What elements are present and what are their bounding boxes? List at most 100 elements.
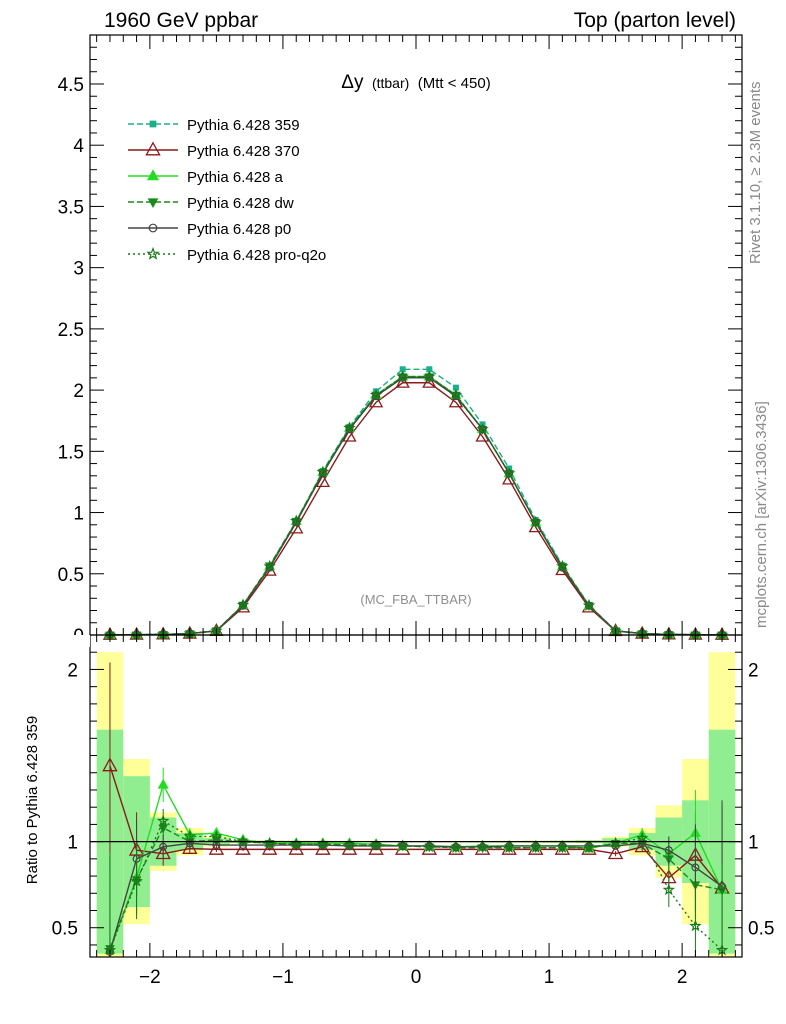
legend-marker <box>149 120 157 128</box>
main-point <box>426 366 433 373</box>
ratio-point <box>369 838 383 851</box>
side-text-top: Rivet 3.1.10, ≥ 2.3M events <box>747 82 764 265</box>
legend: Pythia 6.428 359 Pythia 6.428 370 Pythia… <box>128 117 326 264</box>
legend-marker <box>148 223 158 233</box>
legend-label-370: Pythia 6.428 370 <box>187 143 300 160</box>
main-point <box>449 388 463 401</box>
main-point <box>315 473 331 487</box>
main-point <box>399 366 406 373</box>
ratio-series-0 <box>102 662 730 957</box>
legend-label-pro-q2o: Pythia 6.428 pro-q2o <box>187 247 326 264</box>
main-point <box>372 392 381 401</box>
ratio-point <box>664 846 673 855</box>
ratio-point <box>102 757 118 772</box>
main-ytick-label: 2 <box>73 381 84 402</box>
ratio-panel-frame <box>89 634 743 958</box>
ratio-series-3 <box>105 800 727 957</box>
ratio-point <box>290 837 303 850</box>
title-main: Δy <box>341 72 364 93</box>
legend-entry-p0: Pythia 6.428 p0 <box>128 221 291 238</box>
main-point <box>292 518 301 527</box>
legend-label-359: Pythia 6.428 359 <box>187 117 300 134</box>
legend-entry-359: Pythia 6.428 359 <box>128 117 300 134</box>
main-ytick-label: 4 <box>73 136 84 157</box>
ratio-ytick-label-right: 1 <box>748 833 759 854</box>
ratio-ytick-label-right: 0.5 <box>748 919 774 940</box>
main-point <box>398 373 407 382</box>
ratio-point <box>345 841 354 850</box>
main-ytick-label: 3 <box>73 259 84 280</box>
ratio-point <box>208 840 225 855</box>
ratio-series-line <box>109 782 723 951</box>
main-point <box>265 563 274 572</box>
legend-symbol-dw <box>128 198 178 208</box>
main-point <box>318 469 327 478</box>
ratio-ytick-label-right: 2 <box>748 660 759 681</box>
legend-symbol-p0 <box>128 223 178 233</box>
main-point <box>396 370 409 382</box>
main-point <box>582 599 596 611</box>
ratio-point <box>372 841 381 850</box>
main-point <box>558 563 567 572</box>
main-point <box>451 392 460 401</box>
main-point <box>345 425 354 434</box>
ratio-series-line <box>109 842 723 953</box>
ratio-ylabel: Ratio to Pythia 6.428 359 <box>24 716 41 884</box>
main-point <box>422 374 437 388</box>
ratio-xtick-label: 0 <box>411 967 422 988</box>
legend-marker <box>147 198 159 208</box>
ratio-point <box>343 838 356 851</box>
main-point <box>316 465 330 478</box>
ratio-point <box>156 814 170 827</box>
ratio-series-1 <box>104 767 728 957</box>
legend-symbol-370 <box>128 141 178 156</box>
ratio-panel-series <box>102 662 730 957</box>
legend-symbol-359 <box>128 120 178 128</box>
main-point <box>368 394 384 408</box>
title-cut: (Mtt < 450) <box>418 75 491 92</box>
main-point <box>476 422 489 435</box>
main-point <box>290 514 303 527</box>
main-point <box>343 421 356 434</box>
main-series-line <box>109 377 723 636</box>
ratio-point <box>235 840 251 855</box>
header-right: Top (parton level) <box>574 9 736 32</box>
main-point <box>448 394 464 408</box>
main-ytick-label: 1.5 <box>58 442 84 463</box>
legend-marker <box>146 246 160 260</box>
ratio-point <box>396 839 409 852</box>
ratio-point <box>689 919 702 932</box>
ratio-point <box>183 829 197 842</box>
side-text-bottom: mcplots.cern.ch [arXiv:1306.3436] <box>753 401 770 628</box>
ratio-point <box>210 829 223 842</box>
main-ytick-label: 1 <box>73 504 84 525</box>
main-point <box>369 388 383 401</box>
legend-label-p0: Pythia 6.428 p0 <box>187 221 291 238</box>
ratio-point <box>236 835 250 847</box>
legend-label-dw: Pythia 6.428 dw <box>187 195 294 212</box>
main-point <box>502 466 516 479</box>
main-ytick-label: 3.5 <box>58 197 84 218</box>
main-point <box>395 374 410 388</box>
ratio-xtick-label: 1 <box>544 967 555 988</box>
legend-symbol-a <box>128 169 178 181</box>
main-ytick-label: 4.5 <box>58 75 84 96</box>
header-left: 1960 GeV ppbar <box>104 9 258 32</box>
ratio-point <box>502 841 516 853</box>
ratio-point <box>157 778 169 789</box>
main-ytick-label: 0.5 <box>58 565 84 586</box>
main-point <box>529 515 542 528</box>
main-point <box>236 598 250 611</box>
legend-entry-370: Pythia 6.428 370 <box>128 141 300 160</box>
ratio-point <box>130 874 143 887</box>
main-point <box>452 384 459 391</box>
ratio-point <box>607 845 624 860</box>
ratio-point <box>582 841 596 853</box>
ratio-series-2 <box>105 803 727 957</box>
legend-symbol-pro-q2o <box>128 246 178 260</box>
ratio-xtick-label: −1 <box>272 967 294 988</box>
legend-entry-pro-q2o: Pythia 6.428 pro-q2o <box>128 246 326 264</box>
ratio-point <box>635 831 649 844</box>
